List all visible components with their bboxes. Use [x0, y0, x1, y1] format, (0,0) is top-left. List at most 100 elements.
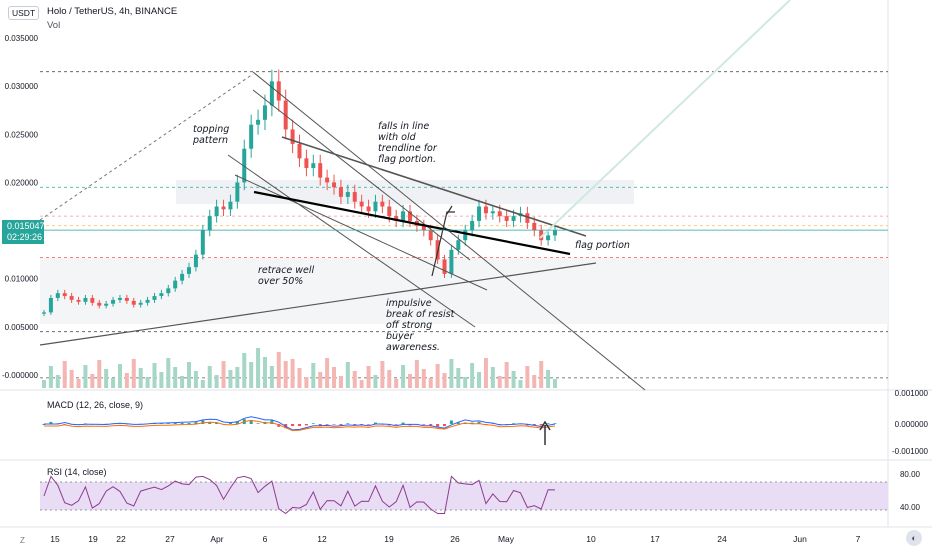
rsi-tick-label: 40.00	[900, 503, 921, 512]
macd-histogram-bar	[532, 424, 536, 426]
macd-tick-label: 0.000000	[895, 420, 929, 429]
candle-body	[249, 124, 254, 149]
flag-lower-line	[253, 190, 571, 256]
annotation-topping: topping pattern	[193, 124, 230, 146]
volume-bar	[207, 366, 212, 388]
volume-bar	[242, 353, 247, 388]
candle-body	[470, 220, 475, 231]
volume-bar	[214, 375, 219, 388]
channel-lower-line	[227, 154, 476, 328]
chart-title: Holo / TetherUS, 4h, BINANCE	[47, 6, 178, 17]
candle-body	[290, 129, 295, 144]
volume-bar	[48, 366, 53, 388]
volume-bar	[380, 361, 385, 388]
candle-body	[359, 201, 364, 207]
macd-histogram-bar	[318, 424, 322, 427]
time-tick-label: 24	[717, 534, 727, 544]
candle-body	[332, 182, 337, 188]
channel-lower-line-2	[234, 174, 488, 291]
candle-body	[546, 235, 551, 241]
macd-histogram-bar	[498, 424, 502, 425]
volume-bar	[373, 375, 378, 388]
volume-bar	[90, 374, 95, 388]
macd-histogram-bar	[546, 423, 550, 424]
candle-body	[42, 312, 46, 314]
candle-body	[345, 192, 350, 197]
volume-bar	[553, 379, 557, 388]
volume-bar	[497, 376, 502, 388]
candle-body	[242, 148, 247, 183]
price-tick-label: 0.035000	[5, 34, 39, 43]
volume-bar	[518, 380, 523, 388]
countdown-timer: 02:29:26	[7, 232, 43, 242]
candle-body	[352, 192, 357, 202]
volume-bar	[283, 361, 288, 388]
macd-histogram-bar	[311, 423, 315, 424]
macd-histogram-bar	[449, 420, 453, 424]
candle-body	[207, 216, 212, 231]
volume-bar	[532, 375, 537, 388]
time-tick-label: Jun	[793, 534, 807, 544]
volume-bar	[187, 362, 192, 388]
rally-dashed-line	[39, 73, 254, 221]
volume-bar	[152, 363, 157, 388]
candle-body	[262, 105, 267, 120]
time-tick-label: 19	[88, 534, 98, 544]
volume-bar	[546, 370, 551, 388]
candle-body	[173, 280, 178, 289]
candle-body	[256, 119, 261, 125]
macd-histogram-bar	[235, 421, 239, 424]
volume-bar	[69, 370, 74, 388]
time-tick-label: 6	[263, 534, 268, 544]
time-tick-label: 15	[50, 534, 60, 544]
macd-tick-label: -0.001000	[892, 447, 929, 456]
price-tick-label: 0.010000	[5, 275, 39, 284]
candle-body	[380, 201, 385, 207]
time-tick-label: 19	[384, 534, 394, 544]
volume-bar	[477, 372, 482, 388]
macd-histogram-bar	[49, 421, 53, 424]
downtrend-line-mid	[252, 89, 471, 261]
volume-bar	[345, 362, 350, 388]
macd-label: MACD (12, 26, close, 9)	[47, 400, 144, 410]
candle-body	[553, 230, 557, 236]
volume-bar	[42, 380, 46, 388]
volume-bar	[525, 366, 530, 388]
candle-body	[539, 230, 544, 241]
time-tick-label: 17	[650, 534, 660, 544]
macd-histogram-bar	[436, 424, 440, 427]
candle-body	[511, 216, 516, 221]
currency-badge[interactable]: USDT	[8, 6, 40, 20]
macd-histogram-bar	[360, 424, 364, 425]
macd-histogram-bar	[353, 424, 357, 426]
volume-bar	[338, 376, 343, 388]
volume-bar	[456, 368, 461, 388]
volume-bar	[55, 375, 60, 388]
candle-body	[55, 293, 60, 298]
volume-bar	[407, 374, 412, 388]
volume-bar	[276, 352, 281, 388]
last-price-value: 0.015047	[7, 221, 45, 231]
macd-histogram-bar	[249, 420, 253, 424]
candle-body	[325, 177, 330, 183]
volume-bar	[159, 372, 164, 388]
candle-body	[394, 216, 399, 221]
candle-body	[449, 249, 454, 274]
time-tick-label: 12	[317, 534, 327, 544]
macd-histogram-bar	[304, 424, 308, 426]
zoom-icon[interactable]: Z	[20, 536, 25, 545]
volume-bar	[449, 359, 454, 388]
volume-bar	[262, 357, 267, 388]
volume-bar	[104, 369, 109, 388]
volume-bar	[228, 370, 233, 388]
candle-body	[62, 293, 67, 297]
candle-body	[373, 201, 378, 212]
long-support-trendline	[39, 262, 597, 346]
candle-body	[407, 211, 412, 221]
volume-bar	[256, 348, 261, 388]
macd-line	[44, 416, 556, 431]
volume-bar	[297, 368, 302, 388]
macd-histogram-bar	[173, 422, 177, 424]
volume-bar	[421, 369, 426, 388]
